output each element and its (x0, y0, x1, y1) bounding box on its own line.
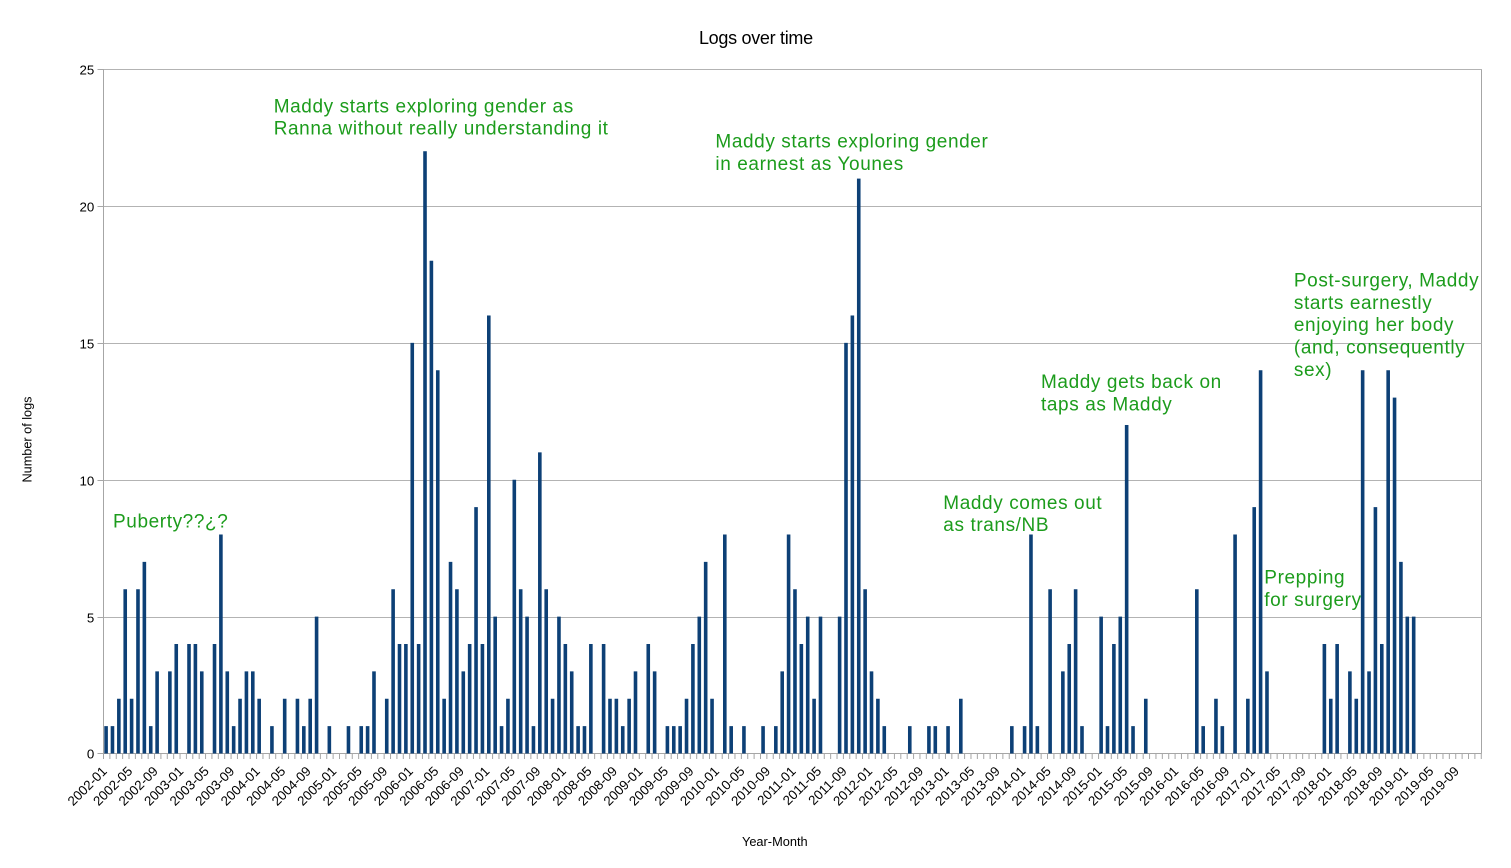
svg-text:Puberty??¿?: Puberty??¿? (113, 511, 228, 532)
svg-text:Ranna without really understan: Ranna without really understanding it (274, 119, 609, 140)
svg-text:as trans/NB: as trans/NB (943, 515, 1049, 536)
svg-text:sex): sex) (1294, 360, 1332, 381)
svg-text:in earnest as Younes: in earnest as Younes (715, 154, 903, 175)
svg-text:Year-Month: Year-Month (742, 834, 808, 849)
svg-text:0: 0 (87, 746, 94, 761)
svg-text:Post-surgery, Maddy: Post-surgery, Maddy (1294, 271, 1479, 292)
svg-text:Number of logs: Number of logs (21, 396, 35, 482)
svg-text:Maddy gets back on: Maddy gets back on (1041, 372, 1222, 393)
svg-text:Maddy comes out: Maddy comes out (943, 493, 1102, 514)
svg-text:for surgery: for surgery (1264, 590, 1361, 611)
svg-text:25: 25 (80, 62, 95, 77)
svg-text:Maddy starts exploring gender: Maddy starts exploring gender (715, 131, 988, 152)
svg-text:10: 10 (80, 473, 95, 488)
svg-text:Logs over time: Logs over time (699, 28, 813, 48)
svg-text:Maddy starts exploring gender: Maddy starts exploring gender as (274, 96, 574, 117)
svg-text:taps as Maddy: taps as Maddy (1041, 395, 1172, 416)
svg-text:enjoying her body: enjoying her body (1294, 315, 1454, 336)
svg-text:20: 20 (80, 199, 95, 214)
svg-text:(and, consequently: (and, consequently (1294, 338, 1465, 359)
svg-text:5: 5 (87, 610, 94, 625)
svg-text:Prepping: Prepping (1264, 568, 1345, 589)
svg-text:starts earnestly: starts earnestly (1294, 293, 1432, 314)
svg-text:15: 15 (80, 336, 95, 351)
